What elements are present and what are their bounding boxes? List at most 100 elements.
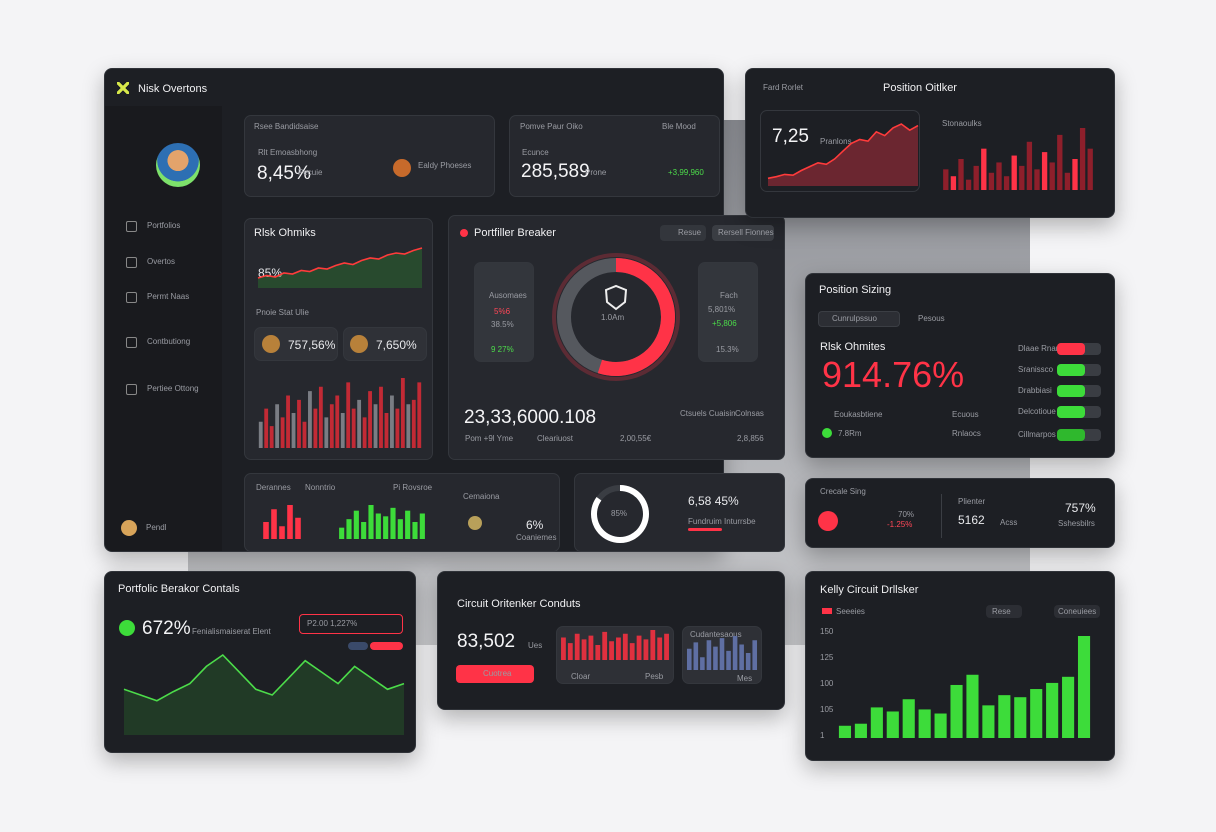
- value: -1.25%: [887, 520, 913, 529]
- row-label: Delcotioue: [1018, 407, 1056, 416]
- box-value: 9 27%: [491, 345, 514, 354]
- tab: Rsee Bandidsaise: [254, 122, 319, 131]
- action-button[interactable]: [456, 665, 534, 683]
- gauge-sub: Fundruim Inturrsbe: [688, 517, 756, 526]
- tab-button: [660, 225, 706, 241]
- toggle-fill[interactable]: [1057, 364, 1085, 376]
- stat-value: 285,589: [521, 161, 590, 182]
- breaker-right-box: [698, 262, 758, 362]
- gauge-value: 6,58 45%: [688, 494, 739, 508]
- badge: Ble Mood: [662, 122, 696, 131]
- stat-icon: [393, 159, 411, 177]
- label: Cemaiona: [463, 492, 500, 501]
- tab-label[interactable]: Resue: [678, 228, 702, 237]
- crecale-icon: [818, 511, 838, 531]
- contals-panel: [104, 571, 416, 753]
- user-name: Pendl: [146, 523, 167, 532]
- crecale-panel: [805, 478, 1115, 548]
- sub: Sshesbilrs: [1058, 519, 1095, 528]
- tab-label[interactable]: Coneuiees: [1058, 607, 1097, 616]
- value: 672%: [142, 618, 191, 639]
- divider: [941, 494, 942, 538]
- menu-item[interactable]: Contbutiong: [147, 337, 191, 346]
- tab-label[interactable]: Pesous: [918, 314, 945, 323]
- tab-label[interactable]: Cunrulpssuo: [832, 314, 877, 323]
- mini-sub: Coaniemes: [516, 533, 557, 542]
- y-axis-label: 100: [820, 679, 834, 688]
- kelly-panel: [805, 571, 1115, 761]
- footer: Ecuous: [952, 410, 979, 419]
- stat-label: Ecunce: [522, 148, 549, 157]
- tab: Pomve Paur Oiko: [520, 122, 583, 131]
- y-axis-label: 105: [820, 705, 834, 714]
- menu-icon: [126, 257, 137, 268]
- progress: [688, 528, 722, 531]
- chip-value: P2.00 1,227%: [307, 619, 358, 628]
- row-label: Sranissco: [1018, 365, 1054, 374]
- stat-delta: +3,99,960: [668, 168, 704, 177]
- chip-icon: [262, 335, 280, 353]
- axis-label: Pesb: [645, 672, 664, 681]
- chip-value: 7,650%: [376, 338, 417, 352]
- heart-icon: [460, 229, 468, 237]
- button-label: Cuotrea: [483, 669, 512, 678]
- toggle-fill[interactable]: [1057, 385, 1085, 397]
- panel-title: Portfolic Berakor Contals: [118, 583, 240, 595]
- footer: Colnsas: [735, 409, 764, 418]
- legend-chip: [348, 642, 368, 650]
- toggle-fill[interactable]: [1057, 406, 1085, 418]
- mini-icon: [468, 516, 482, 530]
- box-value: 15.3%: [716, 345, 739, 354]
- toggle-fill[interactable]: [1057, 429, 1085, 441]
- legend-swatch: [822, 608, 832, 614]
- gauge-card: [574, 473, 785, 552]
- breaker-left-box: [474, 262, 534, 362]
- y-axis-label: 125: [820, 653, 834, 662]
- ring-label: 1.0Am: [601, 313, 625, 322]
- panel-title: Crecale Sing: [820, 487, 866, 496]
- tab-button: [712, 225, 774, 241]
- risk-value: 85%: [258, 266, 283, 280]
- status-icon: [119, 620, 135, 636]
- value: 70%: [898, 510, 915, 519]
- sub: Fenialismaiserat Elent: [192, 627, 271, 636]
- card-title: Portfiller Breaker: [474, 227, 556, 239]
- tab-label[interactable]: Rese: [992, 607, 1011, 616]
- tag: Stonaoulks: [942, 119, 982, 128]
- menu-item[interactable]: Pertiee Ottong: [147, 384, 199, 393]
- gauge-label: 85%: [611, 509, 628, 518]
- menu-item[interactable]: Overtos: [147, 257, 176, 266]
- box-value: 38.5%: [491, 320, 514, 329]
- stat-label: Rlt Emoasbhong: [258, 148, 318, 157]
- panel-title: Position Oitlker: [883, 82, 957, 94]
- card-title: Rlsk Ohmiks: [254, 227, 316, 239]
- legend-chip: [370, 642, 403, 650]
- mini-value: 6%: [526, 518, 544, 532]
- value: 757%: [1065, 501, 1096, 515]
- chip-icon: [350, 335, 368, 353]
- footer: 7.8Rm: [838, 429, 862, 438]
- menu-icon: [126, 337, 137, 348]
- stat-sub: Prone: [585, 168, 607, 177]
- menu-item[interactable]: Permt Naas: [147, 292, 190, 301]
- axis-label: Cloar: [571, 672, 591, 681]
- toggle-fill[interactable]: [1057, 343, 1085, 355]
- menu-icon: [126, 292, 137, 303]
- stat-card: [509, 115, 720, 197]
- tab: Derannes: [256, 483, 291, 492]
- chip: [299, 614, 403, 634]
- menu-icon: [126, 221, 137, 232]
- chip-value: 757,56%: [288, 338, 336, 352]
- label: Rlsk Ohmites: [820, 341, 886, 353]
- panel-label: Fard Rorlet: [763, 83, 804, 92]
- row-label: Cillmarpos: [1018, 430, 1056, 439]
- menu-item[interactable]: Portfolios: [147, 221, 181, 230]
- footer: Pom +9l Yme: [465, 434, 514, 443]
- tab-label[interactable]: Rersell Fionnes: [718, 228, 774, 237]
- brand: Nisk Overtons: [138, 83, 208, 95]
- footer: Eoukasbtiene: [834, 410, 883, 419]
- dot: [822, 428, 832, 438]
- row-label: Dlaae Rnarp: [1018, 344, 1063, 353]
- row-label: Drabbiasi: [1018, 386, 1052, 395]
